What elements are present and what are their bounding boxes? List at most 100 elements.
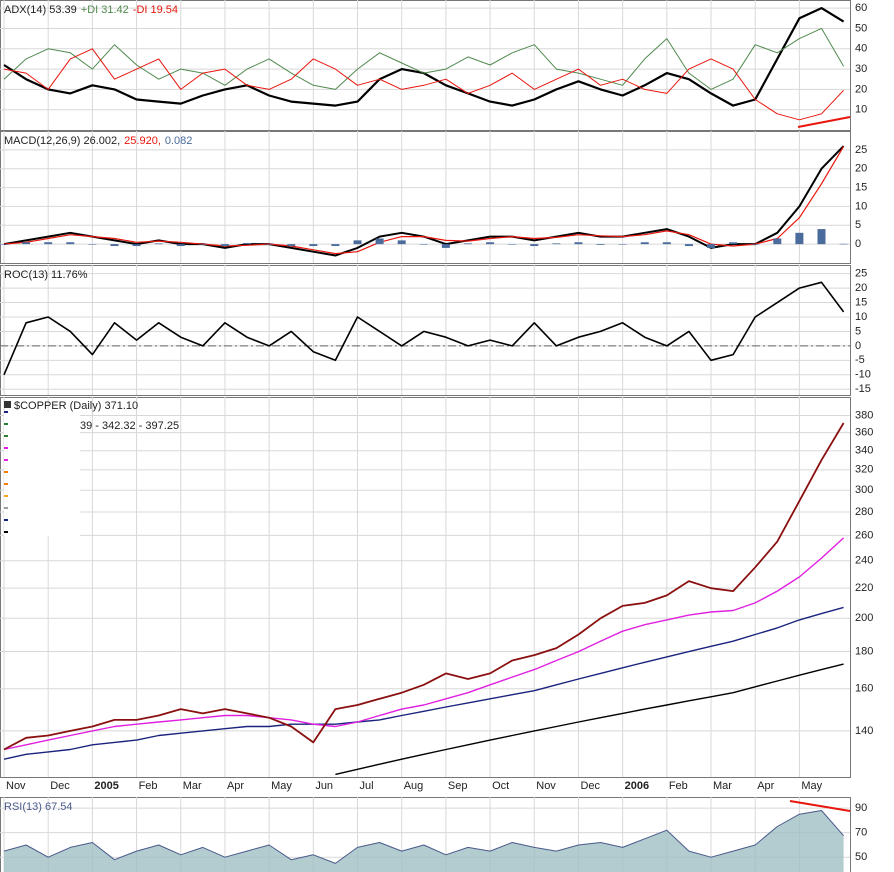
x-tick-label: Aug [404, 780, 424, 792]
y-tick-label: 380 [855, 409, 873, 421]
y-tick-label: 240 [855, 555, 873, 567]
series-line [3, 606, 844, 760]
histogram-bar [419, 244, 428, 245]
y-tick-label: 15 [855, 296, 867, 308]
legend-cover [4, 412, 80, 536]
y-tick-label: 0 [855, 238, 861, 250]
y-tick-label: 160 [855, 683, 873, 695]
x-tick-label: Apr [757, 780, 774, 792]
y-tick-label: -5 [855, 354, 865, 366]
series-line [3, 48, 844, 121]
histogram-bar [243, 243, 252, 245]
histogram-bar [22, 242, 31, 245]
x-tick-label: 2005 [94, 780, 118, 792]
y-tick-label: -10 [855, 369, 871, 381]
panel-frame [0, 397, 851, 778]
y-tick-label: 200 [855, 612, 873, 624]
y-tick-label: 220 [855, 582, 873, 594]
histogram-bar [618, 244, 627, 245]
histogram-bar [530, 244, 539, 247]
histogram-bar [331, 244, 340, 247]
y-tick-label: -15 [855, 383, 871, 395]
y-tick-label: 10 [855, 104, 867, 116]
histogram-bar [309, 244, 318, 247]
x-tick-label: Jul [360, 780, 374, 792]
series-line [335, 663, 844, 776]
histogram-bar [198, 244, 207, 245]
histogram-bar [795, 232, 804, 245]
y-tick-label: 260 [855, 529, 873, 541]
histogram-bar [463, 243, 472, 245]
y-tick-label: 20 [855, 83, 867, 95]
x-tick-label: Nov [6, 780, 26, 792]
y-tick-label: 360 [855, 427, 873, 439]
x-tick-label: Feb [139, 780, 158, 792]
mark-layer [0, 7, 848, 872]
x-tick-label: Dec [580, 780, 600, 792]
legend-entry: ADX(14) 53.39 [4, 4, 77, 16]
panel-legend: MACD(12,26,9) 26.002, 25.920, 0.082 [4, 135, 192, 147]
legend-entry: MACD(12,26,9) 26.002, [4, 135, 120, 147]
y-tick-label: 90 [855, 802, 867, 814]
y-tick-label: 140 [855, 725, 873, 737]
histogram-bar [287, 244, 296, 247]
y-tick-label: 15 [855, 181, 867, 193]
y-tick-label: 50 [855, 851, 867, 863]
y-tick-label: 70 [855, 827, 867, 839]
y-tick-label: 280 [855, 506, 873, 518]
x-tick-label: 2006 [625, 780, 649, 792]
y-tick-label: 40 [855, 43, 867, 55]
legend-entry: +DI 31.42 [81, 4, 129, 16]
y-tick-label: 60 [855, 2, 867, 14]
y-tick-label: 25 [855, 144, 867, 156]
y-tick-label: 5 [855, 325, 861, 337]
y-tick-label: 20 [855, 282, 867, 294]
panel-legend: RSI(13) 67.54 [4, 801, 72, 813]
x-tick-label: May [271, 780, 292, 792]
legend-entry: 25.920, [124, 135, 161, 147]
series-line [3, 810, 844, 864]
legend-entry: RSI(13) 67.54 [4, 801, 72, 813]
y-tick-label: 30 [855, 63, 867, 75]
histogram-bar [441, 244, 450, 248]
histogram-bar [486, 242, 495, 245]
x-tick-label: Jun [315, 780, 333, 792]
histogram-bar [154, 243, 163, 245]
histogram-bar [707, 244, 716, 248]
histogram-bar [751, 244, 760, 245]
histogram-bar [132, 244, 141, 247]
histogram-bar [375, 238, 384, 245]
series-area [4, 810, 844, 872]
histogram-bar [265, 244, 274, 245]
histogram-bar [0, 244, 8, 245]
x-tick-label: Nov [536, 780, 556, 792]
x-tick-label: Apr [227, 780, 244, 792]
rsi-trendline [789, 800, 851, 812]
y-tick-label: 300 [855, 484, 873, 496]
histogram-bar [552, 243, 561, 245]
y-tick-label: 0 [855, 340, 861, 352]
x-tick-label: Sep [448, 780, 468, 792]
histogram-bar [684, 244, 693, 247]
series-line [3, 146, 845, 255]
x-tick-label: May [801, 780, 822, 792]
panel-frame [0, 265, 851, 396]
histogram-bar [574, 242, 583, 245]
histogram-bar [397, 240, 406, 245]
title-icon [4, 401, 11, 408]
series-line [3, 281, 845, 376]
histogram-bar [729, 242, 738, 245]
legend-entry: ROC(13) 11.76% [4, 269, 88, 281]
histogram-bar [817, 229, 826, 245]
histogram-bar [220, 244, 229, 247]
histogram-bar [353, 240, 362, 245]
x-tick-label: Mar [713, 780, 732, 792]
y-tick-label: 180 [855, 645, 873, 657]
histogram-bar [596, 244, 605, 245]
y-tick-label: 50 [855, 22, 867, 34]
grid-layer [0, 0, 851, 872]
histogram-bar [662, 242, 671, 245]
